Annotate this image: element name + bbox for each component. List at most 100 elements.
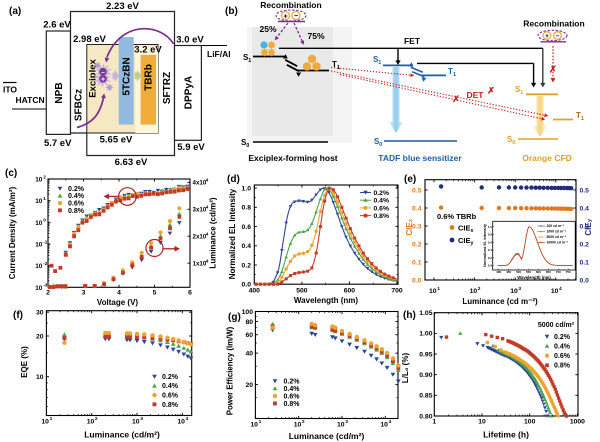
svg-text:(h): (h) bbox=[403, 310, 416, 321]
svg-text:600: 600 bbox=[536, 270, 541, 274]
svg-text:0.6%: 0.6% bbox=[374, 205, 390, 212]
svg-text:3x10: 3x10 bbox=[193, 207, 207, 214]
svg-text:0.2: 0.2 bbox=[242, 262, 252, 269]
svg-text:0.4%: 0.4% bbox=[554, 344, 571, 351]
svg-text:0.2%: 0.2% bbox=[284, 378, 301, 385]
svg-text:100: 100 bbox=[524, 419, 536, 426]
svg-text:Recombination: Recombination bbox=[523, 19, 584, 29]
svg-text:Power Efficiency (lm/W): Power Efficiency (lm/W) bbox=[226, 326, 235, 415]
svg-text:0.0: 0.0 bbox=[488, 264, 493, 268]
svg-text:0.2%: 0.2% bbox=[162, 374, 179, 381]
svg-text:0.4: 0.4 bbox=[412, 205, 422, 212]
svg-text:TADF blue sensitizer: TADF blue sensitizer bbox=[378, 153, 462, 163]
svg-text:DET: DET bbox=[467, 90, 485, 100]
svg-text:0.1: 0.1 bbox=[412, 259, 422, 266]
svg-text:1: 1 bbox=[43, 196, 46, 201]
svg-text:S: S bbox=[373, 55, 379, 64]
svg-text:S: S bbox=[243, 53, 249, 62]
svg-text:0.2: 0.2 bbox=[580, 241, 590, 248]
svg-text:0.4: 0.4 bbox=[488, 248, 493, 252]
svg-text:Luminance (cd m⁻²): Luminance (cd m⁻²) bbox=[462, 297, 538, 306]
svg-text:5TCzBN: 5TCzBN bbox=[122, 57, 133, 95]
svg-text:10: 10 bbox=[250, 421, 258, 428]
svg-text:0: 0 bbox=[43, 218, 46, 223]
svg-text:x: x bbox=[408, 218, 414, 222]
svg-text:10: 10 bbox=[35, 263, 43, 270]
svg-text:0.3: 0.3 bbox=[580, 223, 590, 230]
svg-text:60: 60 bbox=[245, 332, 253, 339]
svg-text:0.4: 0.4 bbox=[580, 205, 590, 212]
svg-text:2: 2 bbox=[95, 416, 98, 422]
svg-text:0.6%: 0.6% bbox=[554, 353, 571, 360]
svg-text:10: 10 bbox=[337, 421, 345, 428]
svg-text:0.6%: 0.6% bbox=[68, 201, 85, 208]
svg-text:0.2%: 0.2% bbox=[554, 334, 571, 341]
svg-text:Normalized EL Intensity: Normalized EL Intensity bbox=[483, 223, 487, 267]
svg-text:Voltage (V): Voltage (V) bbox=[97, 298, 139, 307]
svg-text:Wavelength (nm): Wavelength (nm) bbox=[517, 275, 551, 280]
svg-text:10000 cd m⁻²: 10000 cd m⁻² bbox=[547, 241, 569, 245]
svg-text:1: 1 bbox=[437, 286, 440, 292]
svg-text:5.9 eV: 5.9 eV bbox=[177, 142, 205, 153]
svg-text:CIE: CIE bbox=[405, 222, 414, 236]
svg-text:80: 80 bbox=[245, 319, 253, 326]
svg-text:0.0: 0.0 bbox=[242, 282, 252, 289]
svg-text:CIE: CIE bbox=[584, 222, 593, 236]
svg-text:2: 2 bbox=[478, 286, 481, 292]
svg-text:+: + bbox=[283, 13, 287, 20]
svg-text:4: 4 bbox=[186, 416, 189, 422]
svg-text:T: T bbox=[332, 60, 337, 69]
svg-text:1: 1 bbox=[453, 72, 456, 78]
svg-text:0.8%: 0.8% bbox=[374, 213, 390, 220]
svg-text:10: 10 bbox=[35, 198, 43, 205]
svg-text:Luminance (cd/m²): Luminance (cd/m²) bbox=[209, 197, 218, 268]
svg-text:2: 2 bbox=[302, 419, 305, 425]
svg-text:-1: -1 bbox=[43, 239, 48, 244]
svg-text:0.6%: 0.6% bbox=[284, 393, 301, 400]
svg-text:1: 1 bbox=[259, 419, 262, 425]
svg-text:Orange CFD: Orange CFD bbox=[522, 153, 572, 163]
svg-text:4: 4 bbox=[559, 286, 562, 292]
svg-text:Exciplex: Exciplex bbox=[88, 59, 99, 98]
svg-text:0.8%: 0.8% bbox=[68, 208, 85, 215]
svg-text:450: 450 bbox=[506, 270, 511, 274]
svg-text:4: 4 bbox=[389, 419, 392, 425]
svg-text:3: 3 bbox=[518, 286, 521, 292]
svg-text:0.6: 0.6 bbox=[242, 224, 252, 231]
svg-text:0.2%: 0.2% bbox=[374, 190, 390, 197]
svg-text:0.8%: 0.8% bbox=[554, 363, 571, 370]
svg-text:1: 1 bbox=[520, 90, 523, 96]
svg-text:T: T bbox=[576, 111, 581, 120]
svg-text:10: 10 bbox=[294, 421, 302, 428]
svg-text:1.05: 1.05 bbox=[419, 310, 432, 317]
svg-text:5.65 eV: 5.65 eV bbox=[100, 135, 133, 146]
svg-text:25%: 25% bbox=[259, 24, 276, 34]
svg-text:0.4: 0.4 bbox=[242, 243, 252, 250]
svg-text:S: S bbox=[507, 135, 513, 144]
svg-text:100 cd m⁻²: 100 cd m⁻² bbox=[547, 224, 565, 228]
svg-text:FET: FET bbox=[404, 36, 421, 46]
svg-text:−: − bbox=[556, 33, 560, 40]
svg-text:0: 0 bbox=[246, 143, 249, 149]
svg-text:600: 600 bbox=[344, 288, 356, 295]
svg-text:0.5: 0.5 bbox=[580, 187, 590, 194]
svg-text:0.2: 0.2 bbox=[488, 256, 493, 260]
svg-text:700: 700 bbox=[391, 288, 403, 295]
svg-text:S: S bbox=[241, 138, 247, 147]
svg-text:0: 0 bbox=[512, 140, 515, 146]
svg-text:Wavelength (nm): Wavelength (nm) bbox=[294, 296, 358, 305]
svg-text:Lifetime (h): Lifetime (h) bbox=[483, 430, 529, 440]
svg-text:(d): (d) bbox=[227, 174, 240, 185]
svg-text:DPPyA: DPPyA bbox=[184, 76, 195, 109]
svg-text:10: 10 bbox=[35, 285, 43, 292]
svg-text:TBRb: TBRb bbox=[144, 64, 155, 91]
svg-text:10: 10 bbox=[87, 418, 95, 425]
svg-text:4: 4 bbox=[206, 258, 209, 263]
svg-text:0.8%: 0.8% bbox=[284, 401, 301, 408]
svg-text:1.00: 1.00 bbox=[419, 331, 432, 338]
svg-text:SFBCz: SFBCz bbox=[74, 89, 85, 121]
svg-text:y: y bbox=[587, 218, 593, 222]
svg-text:1: 1 bbox=[248, 58, 251, 64]
svg-text:T: T bbox=[448, 67, 453, 76]
svg-text:20: 20 bbox=[36, 333, 44, 340]
